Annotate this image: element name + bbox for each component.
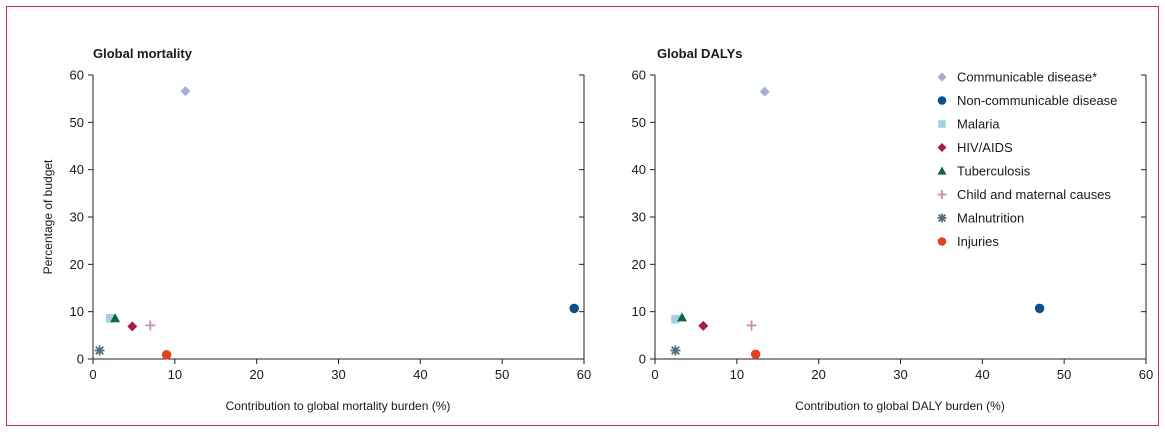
y-tick-label: 0 bbox=[77, 352, 84, 367]
x-tick-label: 10 bbox=[168, 367, 182, 382]
point-non-communicable-disease bbox=[1034, 303, 1045, 314]
point-hiv-aids bbox=[127, 321, 138, 332]
legend-label: Malaria bbox=[957, 117, 1000, 132]
panel-mortality: Global mortality Contribution to global … bbox=[41, 46, 591, 413]
legend: Communicable disease* Non-communicable di… bbox=[937, 70, 1117, 249]
figure-frame bbox=[6, 6, 1159, 426]
panel-title-dalys: Global DALYs bbox=[657, 46, 742, 61]
legend-label: Injuries bbox=[957, 234, 999, 249]
point-non-communicable-disease bbox=[569, 303, 579, 314]
x-tick-label: 40 bbox=[413, 367, 427, 382]
y-tick-label: 50 bbox=[70, 115, 84, 130]
points-mortality bbox=[94, 86, 579, 360]
point-child-and-maternal-causes bbox=[746, 320, 757, 331]
y-tick-label: 40 bbox=[70, 162, 84, 177]
point-malaria bbox=[671, 314, 680, 324]
point-child-and-maternal-causes bbox=[145, 320, 156, 331]
x-tick-label: 10 bbox=[730, 367, 744, 382]
legend-label: Malnutrition bbox=[957, 211, 1024, 226]
x-tick-label: 60 bbox=[577, 367, 591, 382]
y-tick-label: 60 bbox=[70, 68, 84, 83]
point-malaria bbox=[105, 314, 115, 323]
x-tick-label: 60 bbox=[1139, 367, 1153, 382]
point-communicable-disease bbox=[759, 86, 770, 97]
y-tick-label: 30 bbox=[70, 210, 84, 225]
legend-item-tuberculosis: Tuberculosis bbox=[937, 164, 1031, 179]
legend-label: Communicable disease* bbox=[957, 70, 1097, 85]
legend-label: Non-communicable disease bbox=[957, 93, 1117, 108]
y-tick-label: 20 bbox=[70, 257, 84, 272]
point-injuries bbox=[750, 349, 761, 360]
legend-marker bbox=[937, 96, 947, 105]
legend-marker bbox=[937, 72, 947, 82]
y-tick-label: 50 bbox=[632, 115, 646, 130]
legend-marker bbox=[937, 166, 947, 175]
axes-mortality: 0 10 20 30 40 50 60 0 10 20 30 40 50 60 bbox=[70, 68, 592, 383]
point-injuries bbox=[161, 349, 172, 360]
x-tick-label: 0 bbox=[651, 367, 658, 382]
x-tick-label: 30 bbox=[893, 367, 907, 382]
point-tuberculosis bbox=[110, 313, 121, 323]
x-tick-label: 20 bbox=[811, 367, 825, 382]
y-tick-label: 0 bbox=[639, 352, 646, 367]
x-axis-label-mortality: Contribution to global mortality burden … bbox=[226, 399, 451, 413]
x-tick-label: 20 bbox=[249, 367, 263, 382]
point-malnutrition bbox=[670, 345, 681, 356]
legend-item-communicable-disease: Communicable disease* bbox=[937, 70, 1097, 85]
point-communicable-disease bbox=[180, 86, 191, 97]
x-tick-label: 50 bbox=[495, 367, 509, 382]
x-tick-label: 30 bbox=[331, 367, 345, 382]
x-tick-label: 0 bbox=[89, 367, 96, 382]
legend-marker bbox=[937, 143, 947, 152]
y-tick-label: 60 bbox=[632, 68, 646, 83]
legend-marker bbox=[937, 190, 947, 199]
y-tick-label: 20 bbox=[632, 257, 646, 272]
legend-item-injuries: Injuries bbox=[937, 234, 999, 249]
y-tick-label: 10 bbox=[632, 304, 646, 319]
x-axis-label-dalys: Contribution to global DALY burden (%) bbox=[795, 399, 1005, 413]
legend-label: Child and maternal causes bbox=[957, 187, 1111, 202]
axes-dalys: 0 10 20 30 40 50 60 0 10 20 30 40 50 60 bbox=[632, 68, 1154, 383]
y-tick-label: 30 bbox=[632, 210, 646, 225]
legend-item-child-and-maternal-causes: Child and maternal causes bbox=[937, 187, 1111, 202]
panel-title-mortality: Global mortality bbox=[93, 46, 193, 61]
legend-label: Tuberculosis bbox=[957, 164, 1031, 179]
point-malnutrition bbox=[94, 345, 105, 356]
legend-marker bbox=[937, 213, 947, 223]
legend-item-malaria: Malaria bbox=[938, 117, 1000, 132]
points-dalys bbox=[670, 86, 1045, 360]
x-tick-label: 50 bbox=[1057, 367, 1071, 382]
legend-label: HIV/AIDS bbox=[957, 140, 1013, 155]
y-tick-label: 10 bbox=[70, 304, 84, 319]
point-hiv-aids bbox=[698, 320, 709, 331]
legend-marker bbox=[938, 120, 946, 128]
legend-item-malnutrition: Malnutrition bbox=[937, 211, 1024, 226]
y-tick-label: 40 bbox=[632, 162, 646, 177]
legend-marker bbox=[937, 237, 947, 246]
legend-item-non-communicable-disease: Non-communicable disease bbox=[937, 93, 1117, 108]
legend-item-hiv-aids: HIV/AIDS bbox=[937, 140, 1013, 155]
panel-dalys: Global DALYs Contribution to global DALY… bbox=[632, 46, 1154, 413]
point-tuberculosis bbox=[677, 312, 688, 322]
y-axis-label: Percentage of budget bbox=[41, 159, 55, 274]
x-tick-label: 40 bbox=[975, 367, 989, 382]
